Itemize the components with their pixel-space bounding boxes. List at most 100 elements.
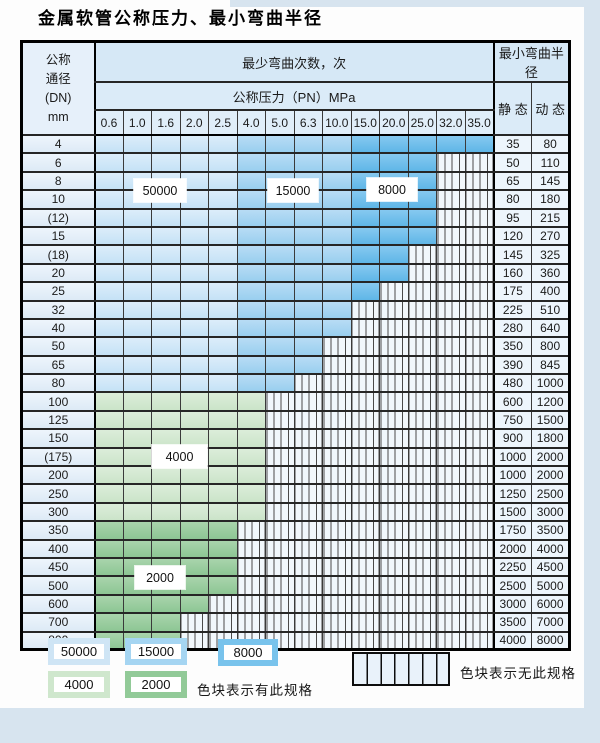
spec-cell-6.3 [293,244,323,265]
spec-cell-2.0 [179,336,209,357]
no-spec-cell-25.0 [407,391,437,412]
spec-table: 公称 通径 (DN) mm 最少弯曲次数，次 最小弯曲半径 公称压力（PN）MP… [20,40,572,652]
dynamic-radius-cell: 4500 [531,556,571,578]
spec-cell-2.5 [208,483,238,504]
spec-cell-1.6 [151,281,181,302]
static-radius-cell: 1000 [492,465,533,486]
no-spec-cell-32.0 [436,630,466,651]
table-row-dn-400: 400 2000 4000 [21,538,571,560]
header-row-2: 公称压力（PN）MPa 静 态 动 态 [22,81,571,136]
no-spec-cell-6.3 [293,373,323,394]
spec-cell-25.0 [407,225,437,247]
static-radius-cell: 350 [492,336,533,357]
spec-cell-10.0 [322,152,352,173]
spec-cell-1.6 [151,244,181,265]
dn-cell: 8 [21,170,95,192]
spec-cell-1.0 [122,428,152,449]
spec-cell-15.0 [350,262,380,284]
spec-cell-20.0 [379,152,409,173]
dynamic-radius-cell: 7000 [531,612,571,633]
spec-cell-1.0 [122,520,152,541]
spec-cell-10.0 [322,317,352,339]
spec-cell-20.0 [379,262,409,284]
no-spec-cell-10.0 [322,409,352,431]
no-spec-cell-20.0 [379,465,409,486]
spec-cell-10.0 [322,244,352,265]
legend-box-4000: 4000 [48,671,110,698]
no-spec-cell-6.3 [293,465,323,486]
spec-cell-1.0 [122,225,152,247]
spec-cell-0.6 [93,170,124,192]
no-spec-cell-10.0 [322,556,352,578]
spec-cell-2.0 [179,501,209,523]
no-spec-cell-35.0 [464,262,495,284]
no-spec-cell-25.0 [407,299,437,320]
legend-present-note: 色块表示有此规格 [197,683,313,698]
no-spec-cell-35.0 [464,299,495,320]
spec-cell-4.0 [236,336,266,357]
no-spec-cell-25.0 [407,336,437,357]
dynamic-radius-cell: 80 [531,133,571,155]
no-spec-cell-35.0 [464,354,495,376]
dn-cell: 400 [21,538,95,560]
no-spec-cell-5.0 [265,501,295,523]
dynamic-radius-cell: 2000 [531,446,571,468]
spec-cell-2.5 [208,189,238,210]
no-spec-cell-25.0 [407,612,437,633]
no-spec-cell-35.0 [464,391,495,412]
cycles-label-50000: 50000 [134,179,186,202]
spec-cell-0.6 [93,520,124,541]
no-spec-cell-15.0 [350,630,380,651]
no-spec-cell-20.0 [379,354,409,376]
static-radius-cell: 3000 [492,593,533,615]
spec-cell-2.0 [179,299,209,320]
cycles-label-8000: 8000 [367,178,417,201]
dn-cell: 15 [21,225,95,247]
spec-cell-15.0 [350,152,380,173]
no-spec-cell-35.0 [464,465,495,486]
no-spec-cell-32.0 [436,354,466,376]
dynamic-radius-cell: 325 [531,244,571,265]
no-spec-cell-6.3 [293,538,323,560]
no-spec-cell-32.0 [436,299,466,320]
spec-cell-0.6 [93,593,124,615]
no-spec-cell-35.0 [464,409,495,431]
no-spec-cell-4.0 [236,520,266,541]
spec-cell-6.3 [293,281,323,302]
pn-header-32.0: 32.0 [436,109,466,136]
spec-cell-1.6 [151,133,181,155]
spec-cell-2.5 [208,575,238,596]
spec-cell-1.0 [122,612,152,633]
spec-cell-4.0 [236,244,266,265]
no-spec-cell-35.0 [464,630,495,651]
static-radius-cell: 2500 [492,575,533,596]
no-spec-cell-32.0 [436,593,466,615]
no-spec-cell-35.0 [464,593,495,615]
no-spec-cell-10.0 [322,501,352,523]
no-spec-cell-15.0 [350,575,380,596]
no-spec-cell-32.0 [436,612,466,633]
no-spec-cell-20.0 [379,556,409,578]
dn-cell: 10 [21,189,95,210]
dn-cell: 600 [21,593,95,615]
no-spec-cell-10.0 [322,520,352,541]
spec-cell-6.3 [293,354,323,376]
no-spec-cell-15.0 [350,612,380,633]
dynamic-header: 动 态 [531,81,571,136]
no-spec-cell-25.0 [407,630,437,651]
no-spec-cell-20.0 [379,612,409,633]
spec-cell-2.0 [179,317,209,339]
no-spec-cell-5.0 [265,428,295,449]
spec-cell-20.0 [379,207,409,228]
no-spec-cell-15.0 [350,391,380,412]
spec-cell-1.6 [151,317,181,339]
no-spec-cell-6.3 [293,409,323,431]
static-radius-cell: 4000 [492,630,533,651]
spec-cell-4.0 [236,225,266,247]
dynamic-radius-cell: 845 [531,354,571,376]
dn-header-line: 通径 [45,71,71,86]
spec-cell-2.5 [208,262,238,284]
spec-cell-1.6 [151,612,181,633]
spec-cell-0.6 [93,133,124,155]
pn-header-10.0: 10.0 [322,109,352,136]
